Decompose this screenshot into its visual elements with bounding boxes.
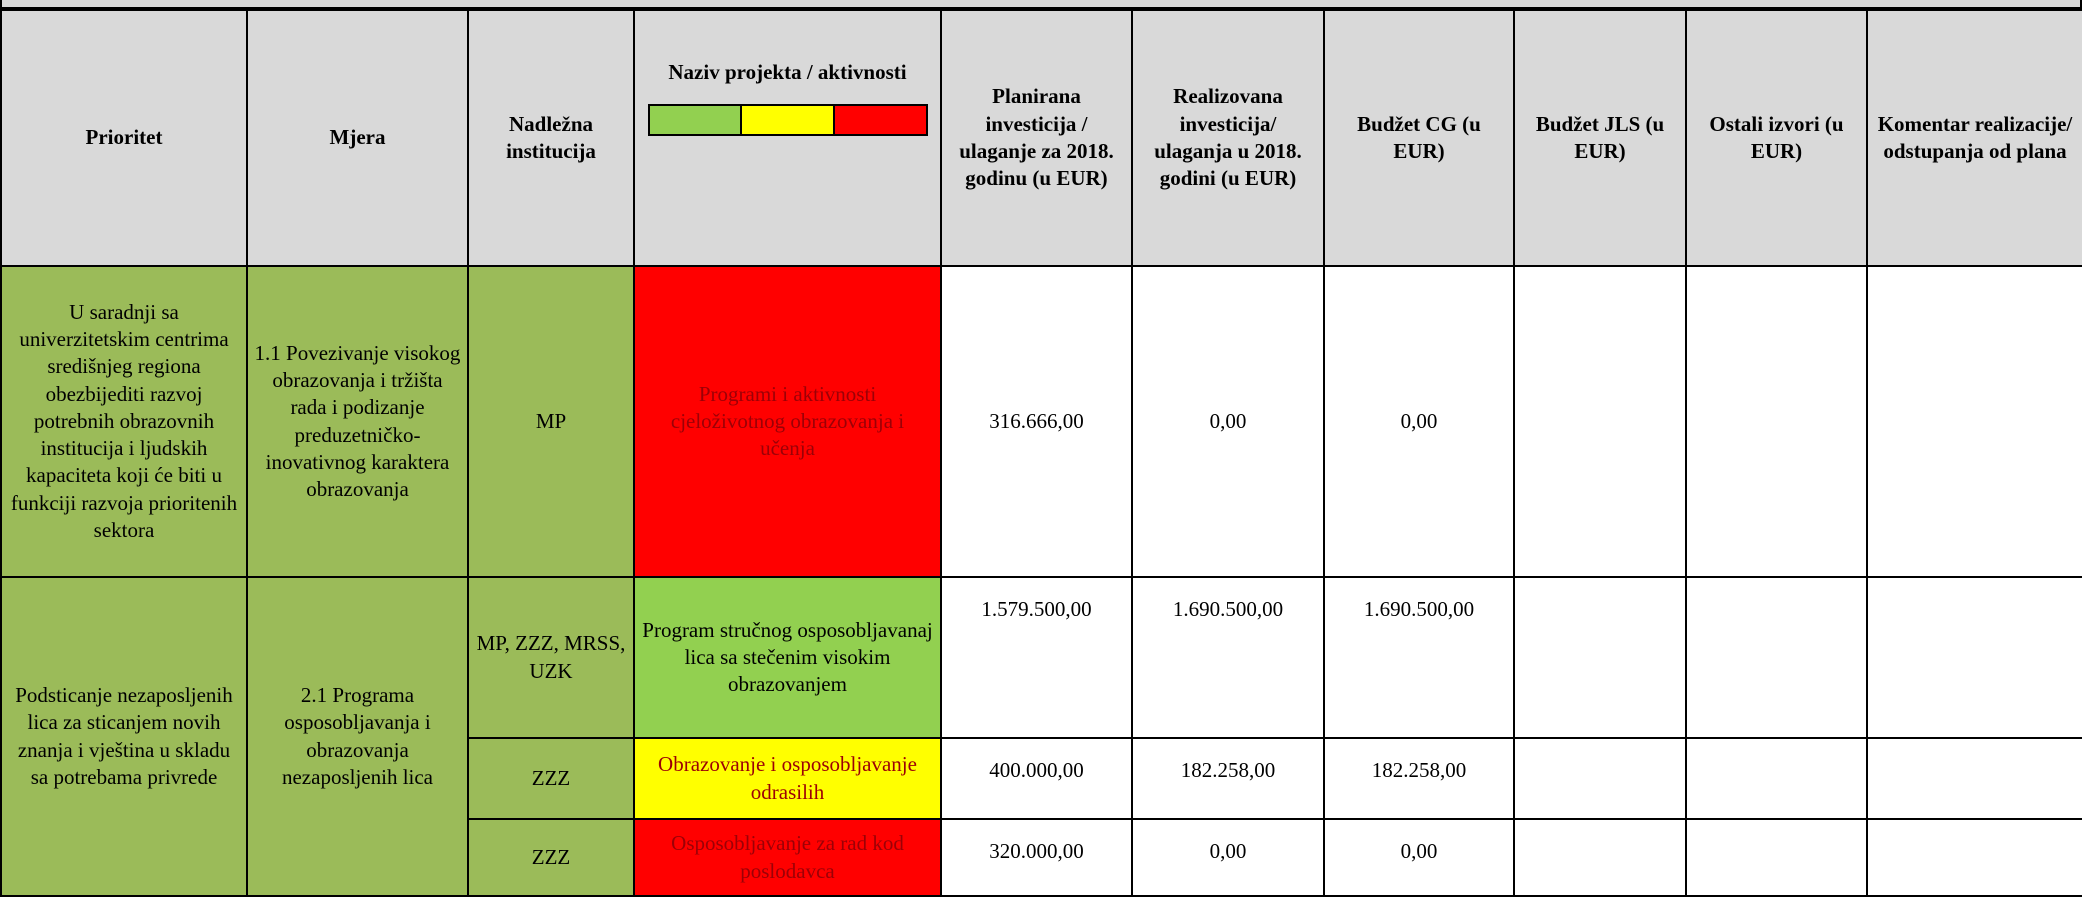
empty-cell xyxy=(1513,737,1687,820)
empty-cell xyxy=(1685,818,1868,897)
column-header: Budžet JLS (u EUR) xyxy=(1513,9,1687,267)
priority-cell: U saradnji sa univerzitetskim centrima s… xyxy=(0,265,248,578)
amount-cell-text: 1.690.500,00 xyxy=(1172,597,1284,621)
legend-swatch xyxy=(742,106,835,135)
column-header-text: Komentar realizacije/ odstupanja od plan… xyxy=(1877,111,2073,163)
priority-cell-text: Podsticanje nezaposljenih lica za stican… xyxy=(15,682,233,789)
empty-cell xyxy=(1866,265,2082,578)
amount-cell: 0,00 xyxy=(1323,818,1515,897)
institution-cell: ZZZ xyxy=(467,737,635,820)
title-strip xyxy=(0,0,2082,9)
priority-cell-text: U saradnji sa univerzitetskim centrima s… xyxy=(10,299,238,543)
empty-cell xyxy=(1513,576,1687,739)
column-header: Realizovana investicija/ ulaganja u 2018… xyxy=(1131,9,1325,267)
institution-cell: ZZZ xyxy=(467,818,635,897)
amount-cell: 182.258,00 xyxy=(1131,737,1325,820)
amount-cell: 0,00 xyxy=(1323,265,1515,578)
project-cell: Program stručnog osposobljavanaj lica sa… xyxy=(633,576,942,739)
amount-cell-text: 182.258,00 xyxy=(1180,758,1276,782)
amount-cell: 1.579.500,00 xyxy=(940,576,1133,739)
column-header: Ostali izvori (u EUR) xyxy=(1685,9,1868,267)
measure-cell-text: 2.1 Programa osposobljavanja i obrazovan… xyxy=(281,682,434,789)
column-header-text: Planirana investicija / ulaganje za 2018… xyxy=(959,84,1114,191)
column-header: Mjera xyxy=(246,9,469,267)
amount-cell-text: 1.579.500,00 xyxy=(981,597,1092,621)
amount-cell: 400.000,00 xyxy=(940,737,1133,820)
priority-cell: Podsticanje nezaposljenih lica za stican… xyxy=(0,576,248,897)
status-legend xyxy=(647,104,928,137)
amount-cell-text: 182.258,00 xyxy=(1371,758,1467,782)
measure-cell: 2.1 Programa osposobljavanja i obrazovan… xyxy=(246,576,469,897)
empty-cell xyxy=(1866,818,2082,897)
project-cell-text: Osposobljavanje za rad kod poslodavca xyxy=(671,831,904,883)
column-header: Nadležna institucija xyxy=(467,9,635,267)
project-cell-text: Programi i aktivnosti cjeloživotnog obra… xyxy=(670,381,905,461)
column-header-text: Realizovana investicija/ ulaganja u 2018… xyxy=(1154,84,1302,191)
column-header-text: Prioritet xyxy=(85,125,163,150)
table-row: Podsticanje nezaposljenih lica za stican… xyxy=(0,576,2082,897)
project-cell-text: Obrazovanje i osposobljavanje odrasilih xyxy=(658,752,917,804)
legend-swatch xyxy=(834,106,926,135)
empty-cell xyxy=(1866,737,2082,820)
amount-cell-text: 0,00 xyxy=(1209,839,1247,863)
empty-cell xyxy=(1685,576,1868,739)
amount-cell: 316.666,00 xyxy=(940,265,1133,578)
amount-cell: 0,00 xyxy=(1131,265,1325,578)
amount-cell-text: 0,00 xyxy=(1400,839,1438,863)
column-header: Prioritet xyxy=(0,9,248,267)
column-header: Planirana investicija / ulaganje za 2018… xyxy=(940,9,1133,267)
empty-cell xyxy=(1513,818,1687,897)
column-header-text: Budžet CG (u EUR) xyxy=(1357,111,1481,163)
legend-swatch xyxy=(649,106,743,135)
amount-cell: 1.690.500,00 xyxy=(1323,576,1515,739)
institution-cell: MP xyxy=(467,265,635,578)
table-body: U saradnji sa univerzitetskim centrima s… xyxy=(0,265,2082,897)
empty-cell xyxy=(1685,737,1868,820)
project-cell-text: Program stručnog osposobljavanaj lica sa… xyxy=(642,617,933,697)
amount-cell: 0,00 xyxy=(1131,818,1325,897)
header-row: Prioritet Mjera Nadležna institucija Naziv … xyxy=(0,9,2082,267)
table-row: U saradnji sa univerzitetskim centrima s… xyxy=(0,265,2082,578)
column-header-text: Ostali izvori (u EUR) xyxy=(1709,111,1844,163)
project-cell: Osposobljavanje za rad kod poslodavca xyxy=(633,818,942,897)
table-row: ZZZ Obrazovanje i osposobljavanje odrasil… xyxy=(1,737,2082,820)
amount-cell-text: 400.000,00 xyxy=(989,758,1084,782)
empty-cell xyxy=(1685,265,1868,578)
institution-cell-text: MP, ZZZ, MRSS, UZK xyxy=(476,631,626,683)
project-cell: Programi i aktivnosti cjeloživotnog obra… xyxy=(633,265,942,578)
empty-cell xyxy=(1513,265,1687,578)
column-header-text: Nadležna institucija xyxy=(506,111,596,163)
measure-cell-text: 1.1 Povezivanje visokog obrazovanja i tr… xyxy=(254,340,461,502)
column-header: Komentar realizacije/ odstupanja od plan… xyxy=(1866,9,2082,267)
column-header: Budžet CG (u EUR) xyxy=(1323,9,1515,267)
amount-cell: 320.000,00 xyxy=(940,818,1133,897)
amount-cell-text: 0,00 xyxy=(1209,408,1247,433)
column-header-text: Budžet JLS (u EUR) xyxy=(1535,111,1665,163)
empty-cell xyxy=(1866,576,2082,739)
column-header: Naziv projekta / aktivnosti xyxy=(633,9,942,267)
amount-cell-text: 316.666,00 xyxy=(989,408,1084,433)
measure-cell: 1.1 Povezivanje visokog obrazovanja i tr… xyxy=(246,265,469,578)
institution-cell: MP, ZZZ, MRSS, UZK xyxy=(467,576,635,739)
amount-cell: 1.690.500,00 xyxy=(1131,576,1325,739)
amount-cell-text: 1.690.500,00 xyxy=(1363,597,1475,621)
table: Prioritet Mjera Nadležna institucija Naziv … xyxy=(0,9,2082,897)
amount-cell: 182.258,00 xyxy=(1323,737,1515,820)
amount-cell-text: 320.000,00 xyxy=(989,839,1084,863)
institution-cell-text: MP xyxy=(535,408,567,433)
column-header-text: Mjera xyxy=(329,125,386,150)
project-cell: Obrazovanje i osposobljavanje odrasilih xyxy=(633,737,942,820)
amount-cell-text: 0,00 xyxy=(1400,408,1438,433)
institution-cell-text: ZZZ xyxy=(531,844,571,869)
institution-cell-text: ZZZ xyxy=(531,765,571,790)
column-header-text: Naziv projekta / aktivnosti xyxy=(668,60,907,84)
